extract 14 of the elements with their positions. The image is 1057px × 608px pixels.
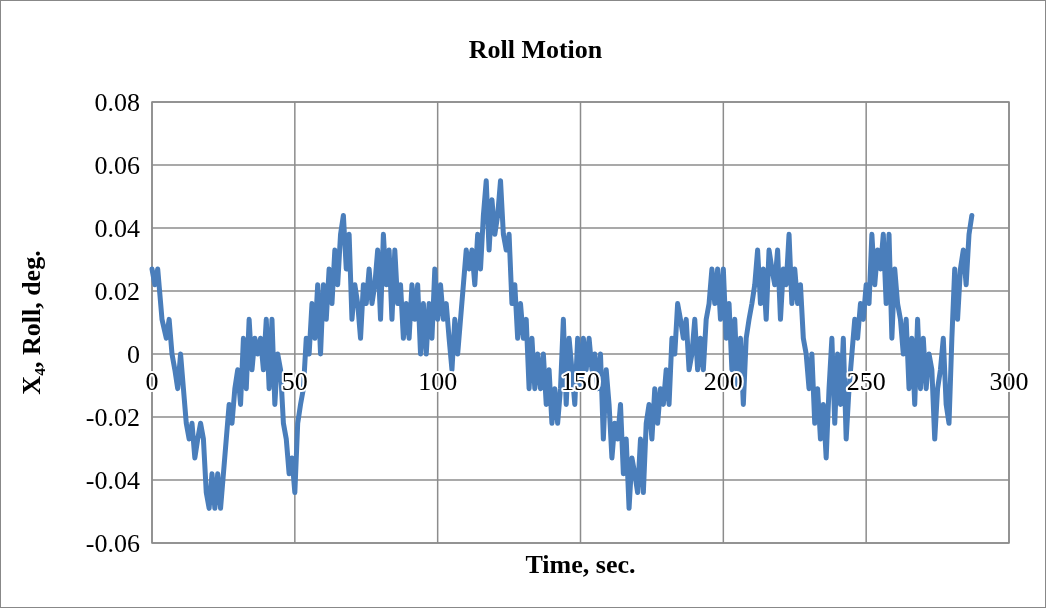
x-tick-label: 0 [145, 366, 159, 396]
y-tick-label: 0.08 [94, 87, 140, 117]
x-tick-label: 300 [989, 366, 1029, 396]
y-tick-label: 0.04 [94, 213, 140, 243]
x-tick-label: 100 [418, 366, 458, 396]
y-tick-label: -0.02 [85, 402, 140, 432]
y-tick-label: 0.06 [94, 150, 140, 180]
chart-title: Roll Motion [468, 35, 603, 64]
y-tick-label: 0.02 [94, 276, 140, 306]
y-axis-title: X₄, Roll, deg. [17, 250, 46, 395]
y-tick-label: -0.06 [85, 528, 140, 558]
x-axis-title: Time, sec. [525, 550, 636, 579]
y-tick-label: -0.04 [85, 465, 140, 495]
y-tick-label: 0 [127, 339, 140, 369]
